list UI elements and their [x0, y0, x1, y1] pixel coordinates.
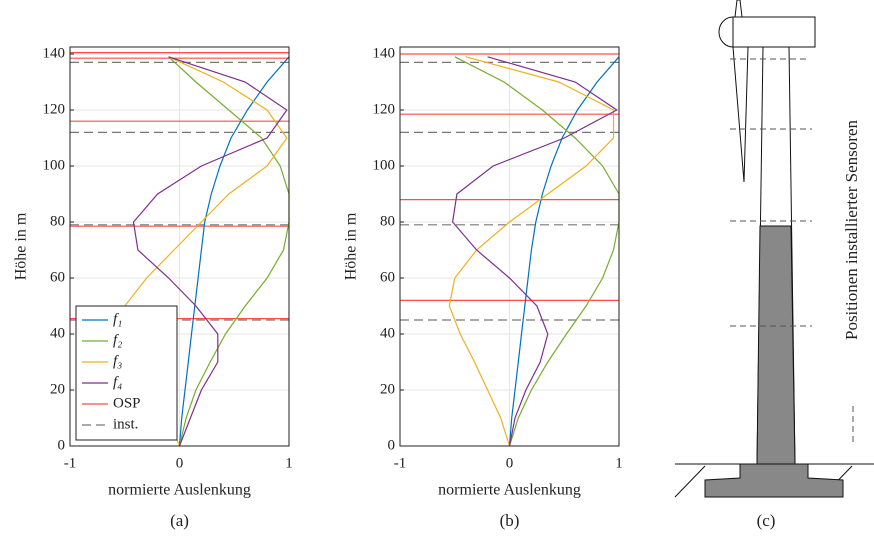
x-tick-label: 0 [506, 455, 514, 471]
y-tick-label: 60 [380, 269, 395, 285]
hatch [674, 465, 706, 498]
turbine-diagram [674, 0, 874, 498]
legend-label: inst. [113, 416, 138, 432]
legend-label: f₁ [113, 311, 122, 327]
axes-frame [69, 46, 290, 447]
y-tick-label: 40 [380, 325, 395, 341]
legend-label: f₂ [113, 332, 122, 348]
diagram-label: Positionen installierter Sensoren [842, 119, 861, 340]
y-tick-label: 0 [388, 437, 396, 453]
series-line [454, 56, 620, 447]
series-line [451, 56, 618, 447]
x-tick-label: 1 [285, 455, 293, 471]
blade [732, 46, 749, 183]
y-tick-label: 20 [50, 381, 65, 397]
y-tick-label: 120 [43, 101, 66, 117]
caption: (c) [757, 511, 776, 530]
y-tick-label: 60 [50, 269, 65, 285]
x-tick-label: -1 [394, 455, 407, 471]
legend-label: OSP [113, 395, 141, 411]
blade-top [734, 0, 743, 18]
legend-box [75, 305, 178, 441]
y-axis-label: Höhe in m [13, 212, 30, 280]
caption: (a) [170, 511, 189, 530]
x-tick-label: 1 [615, 455, 623, 471]
y-axis-label: Höhe in m [343, 212, 360, 280]
nacelle [732, 16, 816, 48]
x-tick-label: -1 [64, 455, 77, 471]
y-tick-label: 120 [373, 101, 396, 117]
y-tick-label: 140 [43, 45, 66, 61]
y-tick-label: 40 [50, 325, 65, 341]
x-axis-label: normierte Auslenkung [438, 482, 581, 499]
sensors [730, 58, 854, 442]
y-tick-label: 80 [380, 213, 395, 229]
tower-lower [756, 225, 796, 465]
y-tick-label: 20 [380, 381, 395, 397]
x-axis-label: normierte Auslenkung [108, 482, 251, 499]
hub [718, 16, 734, 48]
y-tick-label: 0 [58, 437, 66, 453]
legend-label: f₄ [113, 374, 122, 390]
series-line [178, 56, 290, 447]
legend-label: f₃ [113, 353, 122, 369]
foundation [704, 463, 844, 498]
series-line [508, 56, 620, 447]
y-tick-label: 100 [373, 157, 396, 173]
caption: (b) [500, 511, 520, 530]
x-tick-label: 0 [176, 455, 184, 471]
axes-frame [399, 46, 620, 447]
y-tick-label: 100 [43, 157, 66, 173]
y-tick-label: 80 [50, 213, 65, 229]
series-line [132, 56, 288, 447]
series-line [168, 56, 290, 447]
y-tick-label: 140 [373, 45, 396, 61]
